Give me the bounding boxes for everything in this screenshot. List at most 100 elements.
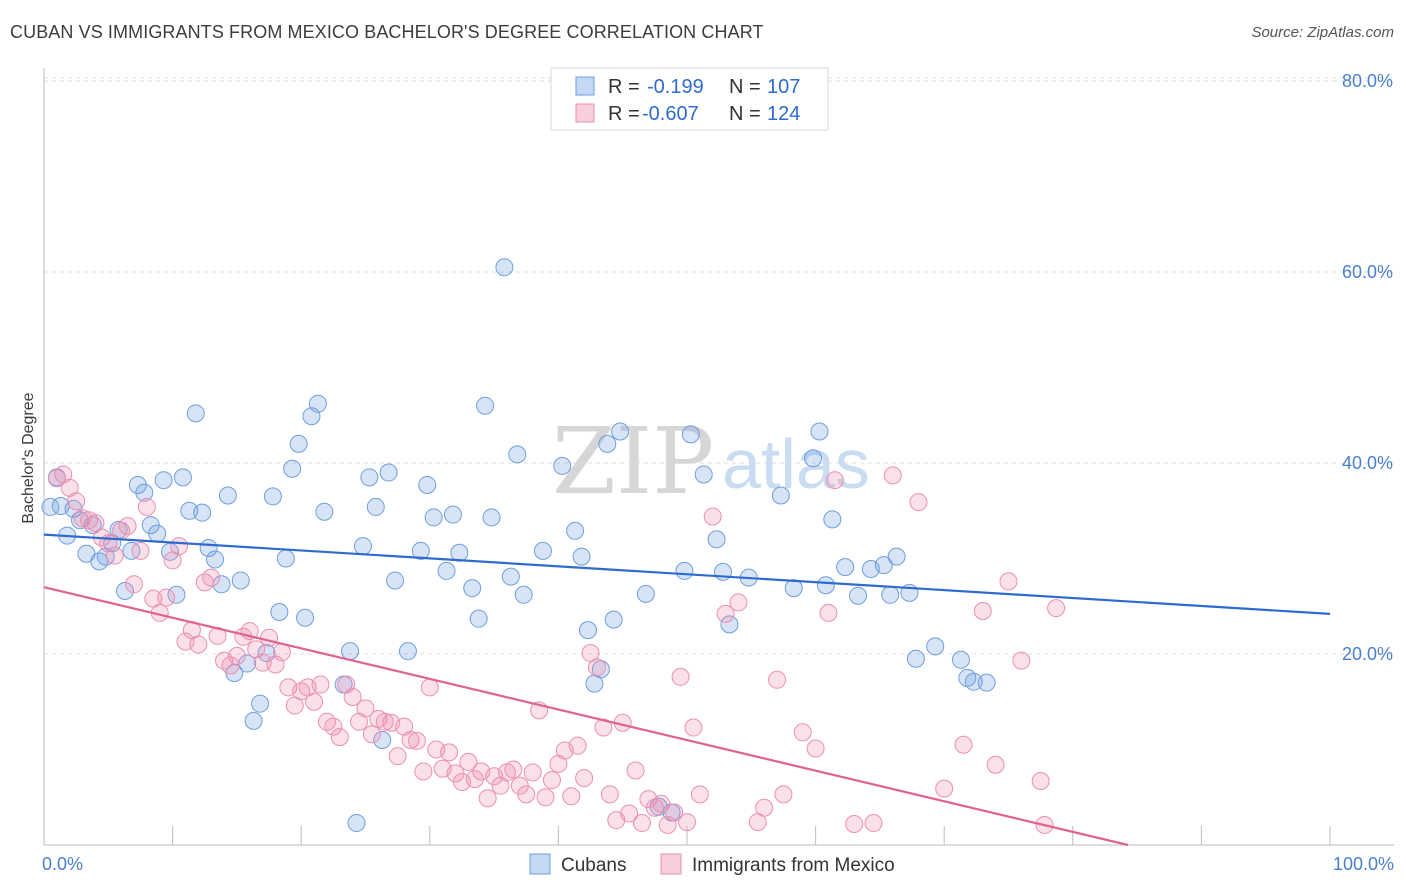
point-mexico-102 (716, 604, 735, 623)
point-mexico-106 (768, 670, 787, 689)
watermark-atlas: atlas (722, 425, 870, 503)
point-cubans-67 (533, 541, 552, 560)
point-cubans-27 (218, 486, 237, 505)
trend-line-mexico (43, 586, 1129, 847)
point-mexico-100 (690, 785, 709, 804)
point-cubans-77 (636, 584, 655, 603)
point-cubans-54 (418, 475, 437, 494)
point-cubans-91 (816, 576, 835, 595)
point-cubans-50 (379, 463, 398, 482)
point-mexico-46 (343, 687, 362, 706)
point-cubans-104 (964, 672, 983, 691)
point-cubans-23 (193, 503, 212, 522)
point-mexico-58 (420, 678, 439, 697)
point-cubans-53 (411, 541, 430, 560)
point-cubans-90 (810, 422, 829, 441)
point-cubans-97 (881, 585, 900, 604)
x-ticks (43, 826, 1331, 845)
point-cubans-34 (263, 487, 282, 506)
point-mexico-49 (362, 725, 381, 744)
point-cubans-60 (469, 609, 488, 628)
point-cubans-37 (283, 459, 302, 478)
point-cubans-32 (251, 694, 270, 713)
point-cubans-49 (373, 730, 392, 749)
point-cubans-75 (604, 610, 623, 629)
point-mexico-57 (414, 762, 433, 781)
point-mexico-27 (221, 656, 240, 675)
point-mexico-80 (562, 787, 581, 806)
x-tick-label-max: 100.0% (1333, 854, 1394, 874)
point-cubans-64 (501, 567, 520, 586)
point-mexico-53 (388, 747, 407, 766)
point-mexico-101 (703, 507, 722, 526)
y-axis-label: Bachelor's Degree (20, 392, 37, 523)
watermark: ZIP atlas (552, 408, 870, 515)
point-cubans-88 (784, 579, 803, 598)
point-cubans-19 (167, 585, 186, 604)
point-cubans-82 (694, 465, 713, 484)
point-cubans-48 (366, 497, 385, 516)
point-cubans-106 (41, 497, 60, 516)
legend-r-value-cubans: -0.199 (647, 76, 704, 98)
point-cubans-105 (977, 673, 996, 692)
point-mexico-22 (189, 635, 208, 654)
point-mexico-97 (671, 667, 690, 686)
point-cubans-96 (874, 556, 893, 575)
point-cubans-63 (495, 258, 514, 277)
point-cubans-70 (572, 547, 591, 566)
point-mexico-24 (202, 568, 221, 587)
point-cubans-69 (566, 521, 585, 540)
point-cubans-89 (804, 449, 823, 468)
legend-swatch-mexico (575, 103, 595, 123)
point-mexico-14 (137, 497, 156, 516)
point-mexico-41 (311, 675, 330, 694)
point-mexico-73 (517, 785, 536, 804)
point-mexico-13 (131, 541, 150, 560)
point-cubans-65 (508, 445, 527, 464)
legend-box (550, 67, 829, 131)
point-mexico-112 (845, 814, 864, 833)
point-mexico-55 (401, 730, 420, 749)
point-cubans-14 (135, 483, 154, 502)
point-mexico-121 (1012, 651, 1031, 670)
point-cubans-22 (186, 404, 205, 423)
point-cubans-13 (128, 475, 147, 494)
point-cubans-12 (122, 541, 141, 560)
point-cubans-101 (926, 637, 945, 656)
point-mexico-56 (407, 731, 426, 750)
point-cubans-36 (276, 549, 295, 568)
point-cubans-57 (443, 505, 462, 524)
point-mexico-86 (600, 785, 619, 804)
legend-r-label-mexico: R = (608, 103, 640, 125)
point-mexico-82 (575, 769, 594, 788)
point-mexico-89 (620, 804, 639, 823)
point-mexico-124 (1047, 599, 1066, 618)
legend-swatch-cubans (575, 76, 595, 96)
point-cubans-52 (398, 642, 417, 661)
y-tick-label-60: 60.0% (1342, 262, 1393, 282)
point-cubans-74 (598, 434, 617, 453)
point-mexico-117 (954, 735, 973, 754)
point-cubans-62 (482, 508, 501, 527)
x-tick-label-min: 0.0% (42, 854, 83, 874)
point-mexico-107 (774, 785, 793, 804)
point-mexico-44 (330, 728, 349, 747)
point-mexico-71 (504, 760, 523, 779)
legend-n-value-cubans: 107 (767, 76, 800, 98)
point-mexico-9 (105, 546, 124, 565)
point-cubans-93 (836, 558, 855, 577)
point-mexico-77 (542, 771, 561, 790)
point-cubans-41 (308, 394, 327, 413)
point-mexico-43 (324, 717, 343, 736)
point-cubans-102 (951, 650, 970, 669)
point-cubans-58 (450, 543, 469, 562)
point-mexico-105 (755, 798, 774, 817)
point-mexico-19 (170, 537, 189, 556)
point-mexico-40 (305, 692, 324, 711)
point-cubans-39 (296, 608, 315, 627)
point-mexico-12 (125, 575, 144, 594)
point-cubans-94 (849, 586, 868, 605)
point-mexico-65 (465, 770, 484, 789)
point-mexico-114 (883, 466, 902, 485)
